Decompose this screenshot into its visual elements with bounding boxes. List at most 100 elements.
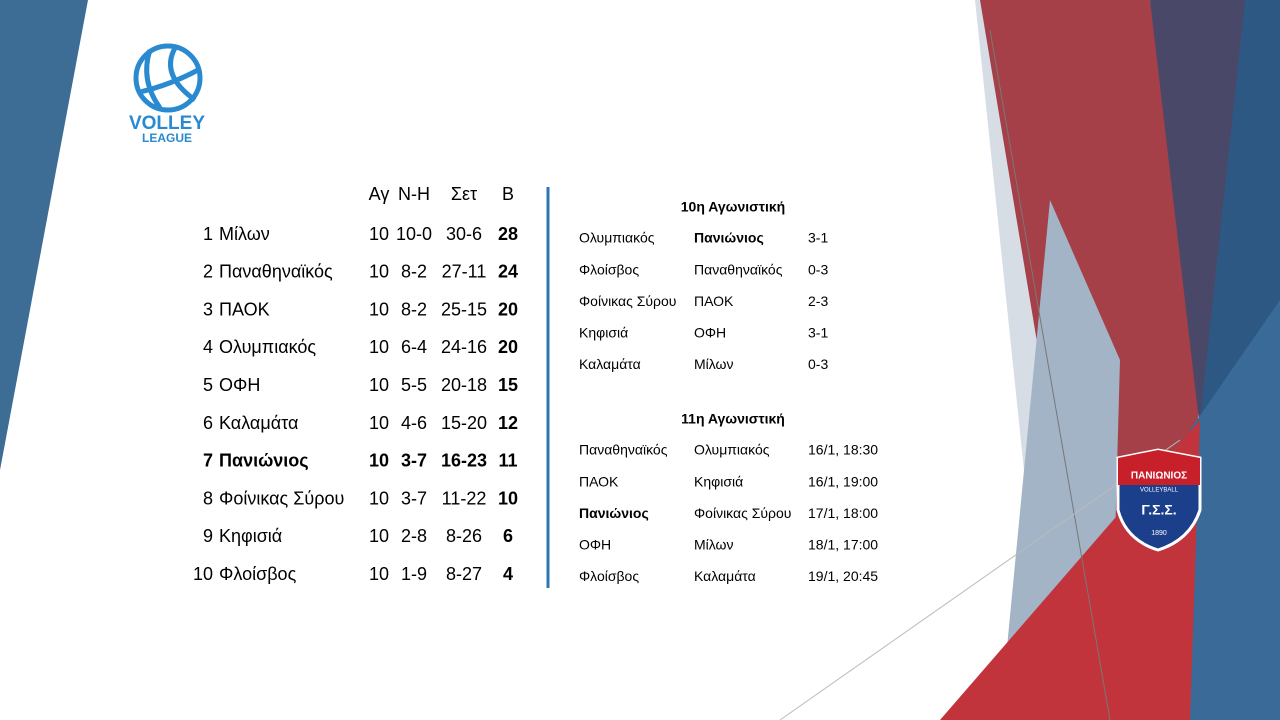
standings-cell: 30-6 <box>446 224 482 244</box>
match-cell: 3-1 <box>808 230 828 246</box>
standings-cell: 8 <box>203 488 213 508</box>
match-cell: 0-3 <box>808 356 828 372</box>
match-cell: 3-1 <box>808 325 828 341</box>
standings-cell: 3-7 <box>401 488 427 508</box>
match-cell: 18/1, 17:00 <box>808 537 878 553</box>
standings-cell: Φλοίσβος <box>219 564 297 584</box>
match-cell: Παναθηναϊκός <box>694 261 783 277</box>
standings-cell: 10 <box>369 337 389 357</box>
standings-cell: 8-2 <box>401 262 427 282</box>
standings-cell: Κηφισιά <box>219 526 282 546</box>
club-logo: ΠΑΝΙΩΝΙΟΣ VOLLEYBALL Γ.Σ.Σ. 1890 <box>1116 448 1202 552</box>
standings-cell: 10 <box>369 224 389 244</box>
standings-cell: 8-27 <box>446 564 482 584</box>
match-cell: Πανιώνιος <box>694 230 764 246</box>
standings-cell: 20 <box>498 299 518 319</box>
match-cell: 2-3 <box>808 293 828 309</box>
standings-cell: 10 <box>369 451 389 471</box>
standings-cell: 25-15 <box>441 299 487 319</box>
standings-cell: 3-7 <box>401 451 427 471</box>
standings-cell: 12 <box>498 413 518 433</box>
standings-cell: 2 <box>203 262 213 282</box>
standings-cell: 20-18 <box>441 375 487 395</box>
standings-cell: Ολυμπιακός <box>219 337 316 357</box>
standings-cell: 24 <box>498 262 518 282</box>
club-initials: Γ.Σ.Σ. <box>1141 502 1176 518</box>
standings-cell: 28 <box>498 224 518 244</box>
standings-cell: 10 <box>369 413 389 433</box>
standings-cell: 5 <box>203 375 213 395</box>
round-title: 10η Αγωνιστική <box>681 199 785 215</box>
match-cell: ΠΑΟΚ <box>694 293 734 309</box>
club-sport: VOLLEYBALL <box>1140 488 1179 494</box>
standings-cell: 10 <box>369 375 389 395</box>
club-name: ΠΑΝΙΩΝΙΟΣ <box>1131 471 1187 482</box>
standings-cell: 2-8 <box>401 526 427 546</box>
match-cell: ΟΦΗ <box>579 537 611 553</box>
match-cell: Καλαμάτα <box>579 356 641 372</box>
match-cell: Κηφισιά <box>694 473 743 489</box>
standings-cell: 27-11 <box>442 262 487 282</box>
standings-cell: 24-16 <box>441 337 487 357</box>
column-header: Σετ <box>451 184 477 204</box>
standings-cell: 15-20 <box>441 413 487 433</box>
standings-cell: 20 <box>498 337 518 357</box>
match-cell: Ολυμπιακός <box>579 230 655 246</box>
match-cell: Φλοίσβος <box>579 261 639 277</box>
match-cell: Μίλων <box>694 356 734 372</box>
standings-cell: 11-22 <box>442 488 487 508</box>
standings-cell: Μίλων <box>219 224 270 244</box>
standings-cell: 6 <box>503 526 513 546</box>
standings-cell: 9 <box>203 526 213 546</box>
standings-cell: 1-9 <box>401 564 427 584</box>
standings-cell: 15 <box>498 375 518 395</box>
round-title: 11η Αγωνιστική <box>681 411 785 427</box>
match-cell: Μίλων <box>694 537 734 553</box>
logo-text: LEAGUE <box>142 131 192 145</box>
standings-cell: ΠΑΟΚ <box>219 299 270 319</box>
standings-cell: 10-0 <box>396 224 432 244</box>
standings-cell: Καλαμάτα <box>219 413 298 433</box>
standings-cell: 3 <box>203 299 213 319</box>
standings-cell: 11 <box>498 451 517 471</box>
standings-cell: 4 <box>203 337 213 357</box>
standings-cell: 10 <box>369 488 389 508</box>
standings-cell: 1 <box>203 224 213 244</box>
match-cell: Κηφισιά <box>579 325 628 341</box>
standings-cell: 7 <box>203 451 213 471</box>
standings-cell: 10 <box>369 299 389 319</box>
column-header: Ν-Η <box>398 184 430 204</box>
standings-cell: 8-2 <box>401 299 427 319</box>
standings-cell: 16-23 <box>441 451 487 471</box>
standings-cell: 4-6 <box>401 413 427 433</box>
standings-cell: 5-5 <box>401 375 427 395</box>
match-cell: ΟΦΗ <box>694 325 726 341</box>
standings-cell: Φοίνικας Σύρου <box>219 488 344 508</box>
standings-cell: 8-26 <box>446 526 482 546</box>
column-header: Β <box>502 184 514 204</box>
standings-cell: 4 <box>503 564 513 584</box>
standings-cell: 10 <box>498 488 518 508</box>
match-cell: Φλοίσβος <box>579 568 639 584</box>
standings-cell: Πανιώνιος <box>219 451 309 471</box>
match-cell: 19/1, 20:45 <box>808 568 878 584</box>
match-cell: Ολυμπιακός <box>694 442 770 458</box>
standings-cell: 10 <box>369 526 389 546</box>
match-cell: 16/1, 19:00 <box>808 473 878 489</box>
standings-cell: 6 <box>203 413 213 433</box>
standings-cell: 10 <box>369 564 389 584</box>
standings-cell: 10 <box>369 262 389 282</box>
logo-text: VOLLEY <box>129 113 205 134</box>
club-year: 1890 <box>1151 530 1167 537</box>
column-header: Αγ <box>369 184 390 204</box>
match-cell: Καλαμάτα <box>694 568 756 584</box>
standings-cell: ΟΦΗ <box>219 375 260 395</box>
match-cell: 17/1, 18:00 <box>808 505 878 521</box>
match-cell: Φοίνικας Σύρου <box>579 293 676 309</box>
standings-cell: Παναθηναϊκός <box>219 262 333 282</box>
match-cell: 16/1, 18:30 <box>808 442 878 458</box>
match-cell: 0-3 <box>808 261 828 277</box>
match-cell: Φοίνικας Σύρου <box>694 505 791 521</box>
standings-cell: 10 <box>193 564 213 584</box>
